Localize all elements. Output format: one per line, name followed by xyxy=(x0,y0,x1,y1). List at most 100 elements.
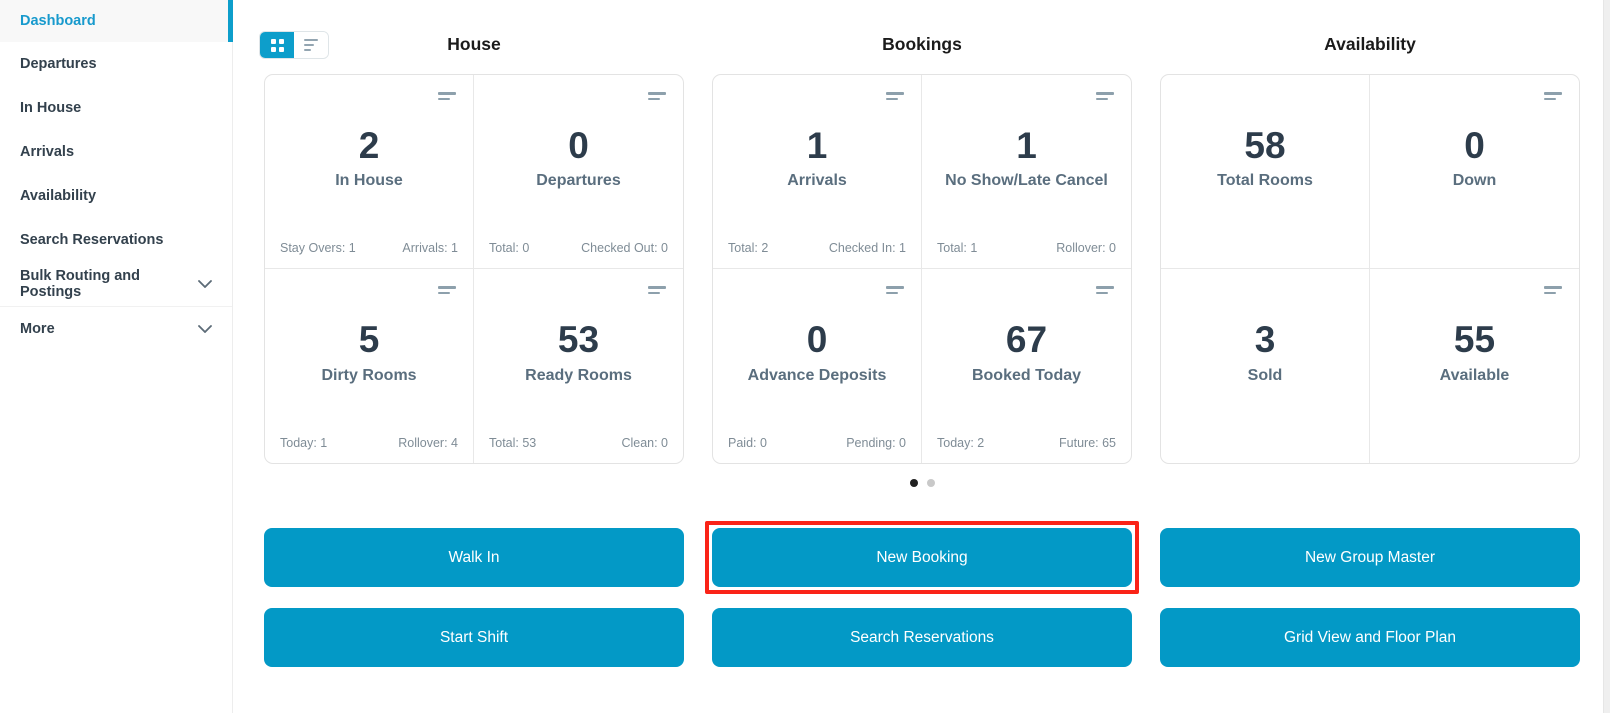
availability-panel: 58 Total Rooms 0 Down 3 xyxy=(1160,74,1580,464)
card-menu-icon[interactable] xyxy=(1096,92,1114,100)
list-view-button[interactable] xyxy=(294,32,328,58)
bookings-panel: 1 Arrivals Total: 2 Checked In: 1 1 No S… xyxy=(712,74,1132,464)
stat-footer-left: Total: 2 xyxy=(728,241,769,255)
stat-footer-left: Today: 2 xyxy=(937,436,985,450)
grid-view-and-floor-plan-button[interactable]: Grid View and Floor Plan xyxy=(1160,608,1580,667)
stat-label: Booked Today xyxy=(971,366,1082,384)
stat-card-dirty-rooms[interactable]: 5 Dirty Rooms Today: 1 Rollover: 4 xyxy=(265,269,474,463)
stat-value: 55 xyxy=(1453,319,1496,361)
stat-footer-right: Clean: 0 xyxy=(621,436,668,450)
section-title-availability: Availability xyxy=(1324,34,1416,54)
card-menu-icon[interactable] xyxy=(648,286,666,294)
stat-card-down[interactable]: 0 Down xyxy=(1370,75,1579,269)
card-menu-icon[interactable] xyxy=(648,92,666,100)
stat-footer-right: Checked Out: 0 xyxy=(581,241,668,255)
sidebar-item-search-reservations[interactable]: Search Reservations xyxy=(0,218,232,262)
sidebar-item-bulk-routing-and-postings[interactable]: Bulk Routing and Postings xyxy=(0,262,232,306)
grid-view-button[interactable] xyxy=(260,32,294,58)
stat-label: Arrivals xyxy=(787,172,847,190)
sidebar-item-label: Bulk Routing and Postings xyxy=(20,268,141,300)
stat-footer-left: Stay Overs: 1 xyxy=(280,241,356,255)
sidebar-item-dashboard[interactable]: Dashboard xyxy=(0,0,232,42)
house-panel: 2 In House Stay Overs: 1 Arrivals: 1 0 D… xyxy=(264,74,684,464)
stat-value: 2 xyxy=(358,124,380,166)
stat-value: 5 xyxy=(358,319,380,361)
stat-label: Total Rooms xyxy=(1217,172,1313,190)
new-group-master-button[interactable]: New Group Master xyxy=(1160,528,1580,587)
stat-label: Ready Rooms xyxy=(525,366,632,384)
sidebar-item-label: Dashboard xyxy=(20,13,96,29)
sidebar-item-label: Departures xyxy=(20,56,97,72)
stat-value: 0 xyxy=(1464,124,1485,166)
carousel-dots xyxy=(264,479,1580,487)
sidebar-item-label: In House xyxy=(20,100,82,116)
card-menu-icon[interactable] xyxy=(886,92,904,100)
stat-footer-right: Rollover: 0 xyxy=(1056,241,1116,255)
stat-value: 1 xyxy=(1016,124,1037,166)
chevron-down-icon xyxy=(198,280,212,288)
sidebar-item-in-house[interactable]: In House xyxy=(0,86,232,130)
stat-label: Sold xyxy=(1247,366,1283,384)
grid-view-icon xyxy=(270,38,284,52)
stat-card-advance-deposits[interactable]: 0 Advance Deposits Paid: 0 Pending: 0 xyxy=(713,269,922,463)
new-booking-highlight-wrapper: New Booking xyxy=(705,521,1139,594)
stat-value: 53 xyxy=(557,319,600,361)
stat-footer-right: Arrivals: 1 xyxy=(402,241,458,255)
stat-footer-left: Total: 0 xyxy=(489,241,530,255)
stat-footer-right: Checked In: 1 xyxy=(828,241,906,255)
sidebar-item-availability[interactable]: Availability xyxy=(0,174,232,218)
stat-card-total-rooms[interactable]: 58 Total Rooms xyxy=(1161,75,1370,269)
dashboard-main: House Bookings Availability 2 In House S… xyxy=(233,0,1610,713)
stat-footer-right: Pending: 0 xyxy=(846,436,906,450)
stat-card-booked-today[interactable]: 67 Booked Today Today: 2 Future: 65 xyxy=(922,269,1131,463)
list-view-icon xyxy=(304,39,318,51)
scrollbar-track[interactable] xyxy=(1603,0,1610,713)
sidebar-item-label: More xyxy=(20,320,55,337)
start-shift-button[interactable]: Start Shift xyxy=(264,608,684,667)
stat-value: 0 xyxy=(568,124,589,166)
stat-panels: 2 In House Stay Overs: 1 Arrivals: 1 0 D… xyxy=(264,74,1580,464)
new-booking-button[interactable]: New Booking xyxy=(712,528,1132,587)
quick-actions: Walk In New Booking New Group Master Sta… xyxy=(264,521,1580,667)
stat-label: Available xyxy=(1439,366,1510,384)
card-menu-icon[interactable] xyxy=(438,286,456,294)
stat-footer-right: Rollover: 4 xyxy=(398,436,458,450)
carousel-dot-2[interactable] xyxy=(926,479,935,487)
sidebar-item-label: Search Reservations xyxy=(20,232,164,248)
stat-card-ready-rooms[interactable]: 53 Ready Rooms Total: 53 Clean: 0 xyxy=(474,269,683,463)
stat-label: Down xyxy=(1452,172,1497,190)
stat-card-available[interactable]: 55 Available xyxy=(1370,269,1579,463)
stat-label: Departures xyxy=(536,172,621,190)
card-menu-icon[interactable] xyxy=(438,92,456,100)
sidebar-item-departures[interactable]: Departures xyxy=(0,42,232,86)
sidebar-item-more[interactable]: More xyxy=(0,306,232,350)
stat-label: Dirty Rooms xyxy=(321,366,417,384)
card-menu-icon[interactable] xyxy=(886,286,904,294)
stat-value: 0 xyxy=(806,319,828,361)
carousel-dot-1[interactable] xyxy=(909,479,918,487)
section-titles: House Bookings Availability xyxy=(264,31,1580,58)
card-menu-icon[interactable] xyxy=(1544,286,1562,294)
sidebar-item-arrivals[interactable]: Arrivals xyxy=(0,130,232,174)
active-item-indicator xyxy=(228,0,233,42)
sidebar-item-label: Availability xyxy=(20,188,97,204)
stat-value: 1 xyxy=(806,124,828,166)
card-menu-icon[interactable] xyxy=(1096,286,1114,294)
stat-card-departures[interactable]: 0 Departures Total: 0 Checked Out: 0 xyxy=(474,75,683,269)
stat-label: No Show/Late Cancel xyxy=(945,172,1108,190)
stat-footer-left: Total: 53 xyxy=(489,436,537,450)
view-toggle xyxy=(259,31,329,59)
stat-card-arrivals[interactable]: 1 Arrivals Total: 2 Checked In: 1 xyxy=(713,75,922,269)
stat-card-in-house[interactable]: 2 In House Stay Overs: 1 Arrivals: 1 xyxy=(265,75,474,269)
section-title-bookings: Bookings xyxy=(882,34,962,54)
card-menu-icon[interactable] xyxy=(1544,92,1562,100)
sidebar-item-label: Arrivals xyxy=(20,144,75,160)
walk-in-button[interactable]: Walk In xyxy=(264,528,684,587)
stat-card-no-show-late-cancel[interactable]: 1 No Show/Late Cancel Total: 1 Rollover:… xyxy=(922,75,1131,269)
stat-value: 3 xyxy=(1254,319,1276,361)
stat-card-sold[interactable]: 3 Sold xyxy=(1161,269,1370,463)
stat-value: 67 xyxy=(1005,319,1048,361)
stat-label: Advance Deposits xyxy=(747,366,887,384)
search-reservations-button[interactable]: Search Reservations xyxy=(712,608,1132,667)
